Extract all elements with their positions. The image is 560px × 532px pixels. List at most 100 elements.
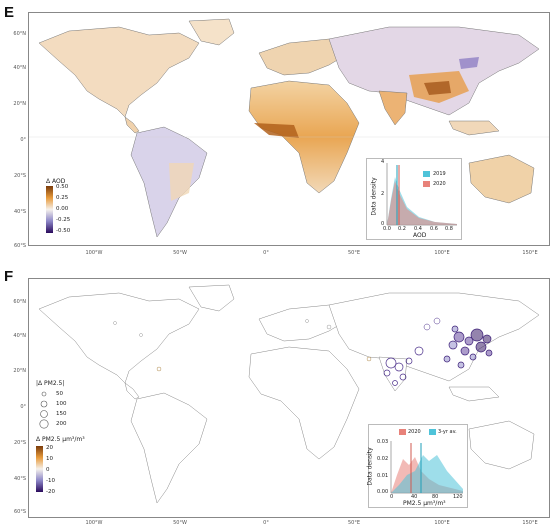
lat-label: 0° bbox=[20, 137, 26, 143]
world-map-aod bbox=[29, 18, 549, 238]
lon-label: 0° bbox=[263, 520, 269, 526]
density-3yr bbox=[391, 455, 463, 493]
lat-label: 40°N bbox=[13, 333, 26, 339]
pm25-density-plot bbox=[390, 429, 463, 494]
europe bbox=[258, 38, 350, 76]
australia bbox=[468, 420, 535, 470]
lon-label: 100°E bbox=[434, 520, 450, 526]
size-legend-title: |Δ PM2.5| bbox=[36, 380, 65, 387]
north-america bbox=[38, 26, 200, 118]
lon-label: 50°W bbox=[173, 520, 187, 526]
panel-f: F 60°N 40°N 20°N 0° 20°S 40°S 60°S bbox=[0, 264, 560, 532]
panel-e: E 60°N 40°N 20°N 0° 20°S 40°S 60°S bbox=[0, 0, 560, 262]
aod-legend-title: Δ AOD bbox=[46, 178, 66, 185]
aod-legend-tick: 0.00 bbox=[56, 206, 69, 212]
aod-inset: 2019 2020 4 2 0 0.0 0.2 0.4 0.6 0.8 AOD … bbox=[366, 158, 462, 240]
lat-label: 20°S bbox=[13, 440, 26, 446]
aod-density-plot bbox=[386, 163, 457, 226]
lon-label: 0° bbox=[263, 250, 269, 256]
lon-label: 50°W bbox=[173, 250, 187, 256]
panel-letter: E bbox=[4, 4, 15, 21]
lat-label: 60°N bbox=[13, 299, 26, 305]
inset-ytick: 0 bbox=[381, 221, 385, 227]
lat-label: 60°S bbox=[13, 509, 26, 515]
aod-colorbar bbox=[46, 186, 53, 233]
inset-ylabel: Data density bbox=[370, 177, 378, 216]
south-america bbox=[130, 392, 208, 504]
pm25-stations-india bbox=[383, 346, 424, 386]
se-asia bbox=[448, 386, 500, 402]
size-legend-value: 100 bbox=[56, 401, 67, 407]
lon-label: 50°E bbox=[347, 520, 361, 526]
north-america bbox=[38, 292, 200, 384]
pm25-stations-other bbox=[113, 317, 441, 372]
inset-ylabel: Data density bbox=[366, 447, 374, 486]
inset-ytick: 2 bbox=[381, 191, 385, 197]
inset-xtick: 80 bbox=[432, 494, 439, 500]
pm25-inset: 2020 3-yr av. 0.03 0.02 0.01 0.00 0 40 8… bbox=[366, 424, 468, 508]
central-america bbox=[124, 116, 140, 134]
lon-label: 100°W bbox=[85, 250, 103, 256]
size-legend-value: 200 bbox=[56, 421, 67, 427]
map-f bbox=[28, 278, 550, 518]
lat-label: 40°S bbox=[13, 209, 26, 215]
pm25-legend-tick: 10 bbox=[46, 456, 53, 462]
inset-ytick: 0.03 bbox=[377, 439, 389, 445]
panel-letter: F bbox=[4, 268, 14, 285]
lat-label: 60°S bbox=[13, 243, 26, 249]
map-e bbox=[28, 12, 550, 246]
inset-legend-3yr: 3-yr av. bbox=[438, 429, 457, 435]
size-legend-value: 50 bbox=[56, 391, 63, 397]
inset-xtick: 0.4 bbox=[414, 226, 422, 232]
south-america bbox=[130, 126, 208, 238]
world-map-pm25 bbox=[38, 284, 540, 504]
central-america bbox=[124, 382, 140, 400]
inset-ytick: 0.00 bbox=[377, 489, 389, 495]
india bbox=[378, 90, 408, 126]
inset-xlabel: AOD bbox=[413, 232, 427, 239]
inset-legend-2020: 2020 bbox=[433, 181, 446, 187]
inset-ytick: 0.01 bbox=[377, 473, 389, 479]
lat-label: 0° bbox=[20, 404, 26, 410]
inset-xtick: 0.6 bbox=[430, 226, 438, 232]
aod-legend-tick: 0.25 bbox=[56, 195, 69, 201]
pm25-legend-tick: 20 bbox=[46, 445, 53, 451]
inset-legend-2019: 2019 bbox=[433, 171, 446, 177]
inset-xtick: 0.8 bbox=[445, 226, 453, 232]
inset-xlabel: PM2.5 μm³/m³ bbox=[403, 500, 446, 507]
inset-ytick: 4 bbox=[381, 159, 385, 165]
inset-xtick: 40 bbox=[411, 494, 418, 500]
lon-label: 150°E bbox=[522, 520, 538, 526]
lon-label: 50°E bbox=[347, 250, 361, 256]
greenland bbox=[188, 284, 235, 312]
inset-xtick: 0.2 bbox=[398, 226, 406, 232]
pm25-legend-tick: 0 bbox=[46, 467, 50, 473]
lat-label: 60°N bbox=[13, 31, 26, 37]
pm25-legend-tick: -20 bbox=[46, 489, 55, 495]
size-legend-circles bbox=[39, 391, 49, 429]
aod-legend-tick: -0.25 bbox=[56, 217, 71, 223]
greenland bbox=[188, 18, 235, 46]
africa bbox=[248, 346, 360, 460]
se-asia bbox=[448, 120, 500, 136]
lat-label: 20°N bbox=[13, 101, 26, 107]
density-2020 bbox=[387, 181, 457, 225]
asia bbox=[328, 292, 540, 382]
aod-legend-tick: -0.50 bbox=[56, 228, 71, 234]
lon-label: 100°W bbox=[85, 520, 103, 526]
inset-xtick: 120 bbox=[453, 494, 463, 500]
size-legend-value: 150 bbox=[56, 411, 67, 417]
pm25-legend-tick: -10 bbox=[46, 478, 55, 484]
pm25-colorbar bbox=[36, 446, 43, 492]
lat-label: 20°S bbox=[13, 173, 26, 179]
australia bbox=[468, 154, 535, 204]
inset-legend-2020: 2020 bbox=[408, 429, 421, 435]
pm25-legend-title: Δ PM2.5 μm³/m³ bbox=[36, 436, 85, 443]
lat-label: 20°N bbox=[13, 368, 26, 374]
lat-label: 40°N bbox=[13, 65, 26, 71]
lon-label: 150°E bbox=[522, 250, 538, 256]
aod-legend-tick: 0.50 bbox=[56, 184, 69, 190]
europe bbox=[258, 304, 350, 342]
inset-xtick: 0.0 bbox=[383, 226, 391, 232]
asia bbox=[328, 26, 540, 116]
